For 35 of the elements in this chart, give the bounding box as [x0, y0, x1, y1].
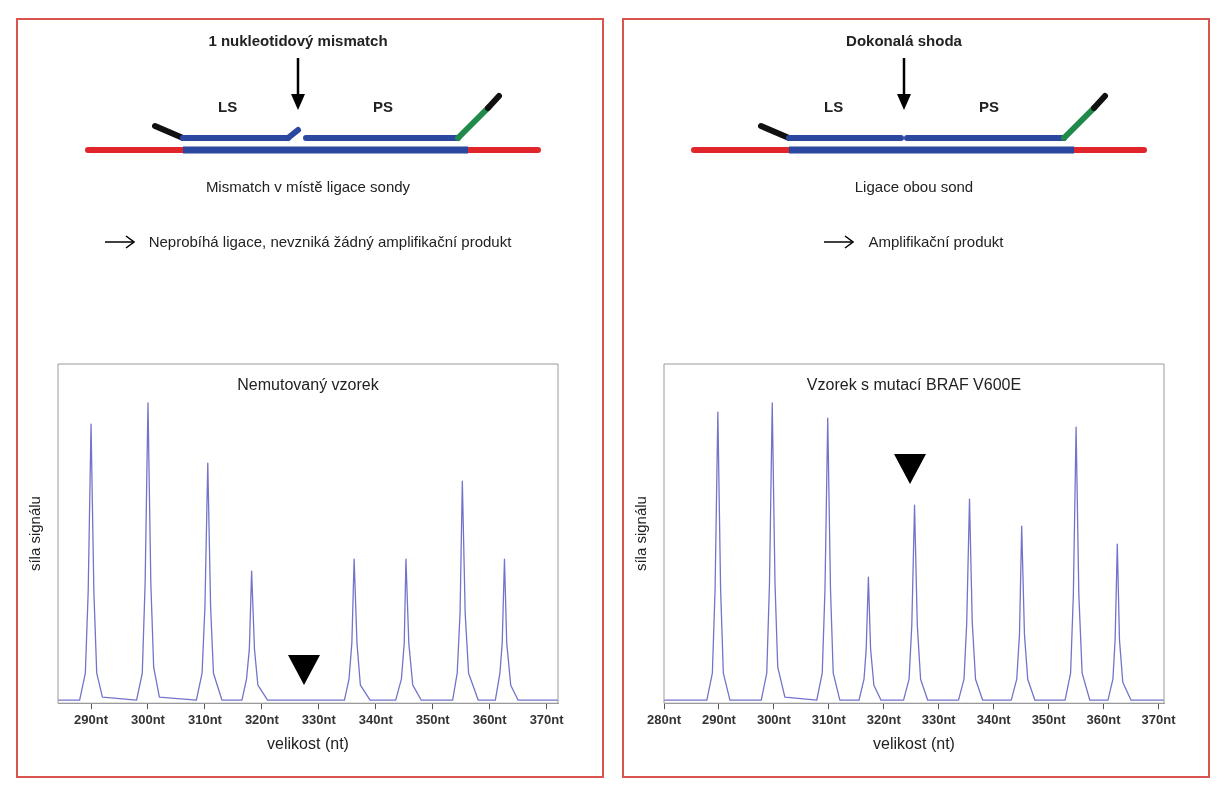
x-tick-label: 300nt: [130, 711, 166, 727]
text: PS: [979, 98, 1000, 115]
x-tick-label: 370nt: [1141, 711, 1177, 727]
text: Neprobíhá ligace, nevzniká žádný amplifikační produkt: [148, 233, 512, 250]
x-tick-label: 340nt: [976, 711, 1012, 727]
x-tick-label: 330nt: [301, 711, 337, 727]
x-axis-title: velikost (nt): [267, 734, 349, 752]
x-tick-label: 360nt: [472, 711, 508, 727]
text: LS: [218, 98, 238, 115]
text: Mismatch v místě ligace sondy: [204, 178, 412, 195]
y-axis-title: síla signálu: [26, 496, 44, 572]
chart-title: Nemutovaný vzorek: [237, 376, 380, 394]
x-axis-title: velikost (nt): [873, 734, 955, 752]
text: Ligace obou sond: [853, 178, 975, 195]
x-tick-label: 310nt: [811, 711, 847, 727]
y-axis-title: síla signálu: [632, 496, 650, 572]
x-tick-label: 350nt: [1031, 711, 1067, 727]
x-tick-label: 310nt: [187, 711, 223, 727]
x-tick-label: 280nt: [647, 711, 682, 727]
text: 1 nukleotidový mismatch: [207, 32, 389, 49]
x-tick-label: 290nt: [701, 711, 737, 727]
x-tick-label: 360nt: [1086, 711, 1122, 727]
x-tick-label: 350nt: [415, 711, 451, 727]
x-tick-label: 370nt: [529, 711, 565, 727]
text: Dokonalá shoda: [845, 32, 963, 49]
text: PS: [373, 98, 394, 115]
x-tick-label: 290nt: [74, 711, 109, 727]
text: Amplifikační produkt: [868, 233, 1004, 250]
chart-title: Vzorek s mutací BRAF V600E: [806, 376, 1022, 394]
x-tick-label: 320nt: [244, 711, 280, 727]
text: LS: [824, 98, 844, 115]
x-tick-label: 330nt: [921, 711, 957, 727]
x-tick-label: 300nt: [756, 711, 792, 727]
x-tick-label: 320nt: [866, 711, 902, 727]
x-tick-label: 340nt: [358, 711, 394, 727]
